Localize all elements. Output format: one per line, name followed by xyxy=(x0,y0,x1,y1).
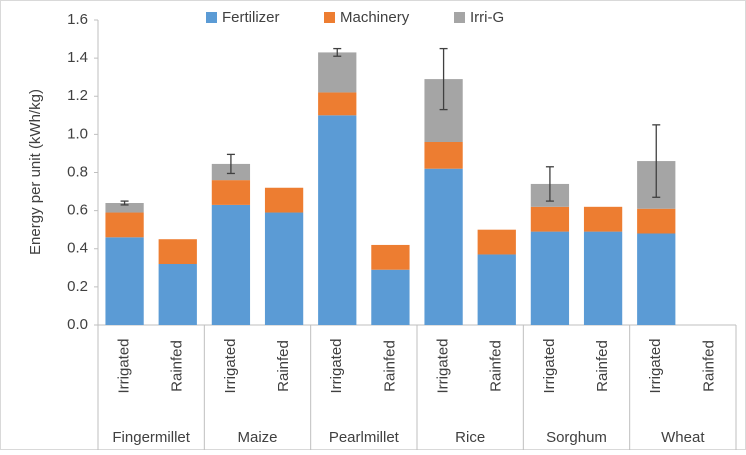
group-label: Fingermillet xyxy=(112,429,190,446)
bar-segment xyxy=(371,244,410,270)
y-tick-label: 0.6 xyxy=(67,202,88,219)
group-label: Pearlmillet xyxy=(329,429,400,446)
bar-segment xyxy=(318,115,357,325)
y-tick-label: 0.0 xyxy=(67,316,88,333)
group-label: Maize xyxy=(237,429,277,446)
legend-label: Fertilizer xyxy=(222,9,280,26)
bar-segment xyxy=(264,212,304,325)
bar-segment xyxy=(105,237,144,325)
bar-segment xyxy=(530,231,570,325)
x-tick-label: Rainfed xyxy=(488,340,505,392)
x-tick-label: Irrigated xyxy=(116,338,133,393)
y-tick-label: 1.4 xyxy=(67,49,88,66)
bar-segment xyxy=(318,92,357,116)
error-bar xyxy=(652,124,661,198)
bar-segment xyxy=(264,187,304,213)
y-tick-label: 1.2 xyxy=(67,87,88,104)
x-tick-label: Irrigated xyxy=(222,338,239,393)
error-bar xyxy=(333,47,342,57)
y-tick-label: 0.2 xyxy=(67,278,88,295)
x-tick-label: Rainfed xyxy=(381,340,398,392)
y-tick-label: 1.0 xyxy=(67,125,88,142)
x-tick-label: Irrigated xyxy=(435,338,452,393)
error-bar xyxy=(545,166,554,202)
bar-segment xyxy=(477,254,516,325)
y-tick-label: 0.8 xyxy=(67,163,88,180)
bar-segment xyxy=(371,269,410,325)
x-tick-label: Rainfed xyxy=(594,340,611,392)
bar-segment xyxy=(637,208,676,234)
group-label: Rice xyxy=(455,429,485,446)
bar-segment xyxy=(583,231,623,325)
x-tick-label: Rainfed xyxy=(275,340,292,392)
bar-segment xyxy=(211,180,251,205)
error-bar xyxy=(439,47,448,111)
bar-segment xyxy=(424,168,463,325)
y-axis-label: Energy per unit (kWh/kg) xyxy=(27,89,44,255)
x-tick-label: Irrigated xyxy=(647,338,664,393)
legend-swatch xyxy=(324,12,335,23)
bar-segment xyxy=(424,142,463,169)
legend-swatch xyxy=(206,12,217,23)
x-tick-label: Rainfed xyxy=(169,340,186,392)
error-bar xyxy=(226,153,235,175)
bar-segment xyxy=(530,206,570,232)
bar-segment xyxy=(637,233,676,325)
y-tick-label: 1.6 xyxy=(67,11,88,28)
bar-segment xyxy=(477,229,516,255)
error-bar xyxy=(120,200,129,206)
legend-label: Irri-G xyxy=(470,9,504,26)
bar-segment xyxy=(158,239,197,264)
bar-segment xyxy=(318,52,357,93)
bar-segment xyxy=(105,203,144,213)
bar-segment xyxy=(583,206,623,232)
bar-segment xyxy=(105,212,144,238)
x-tick-label: Irrigated xyxy=(328,338,345,393)
legend-swatch xyxy=(454,12,465,23)
bar-segment xyxy=(211,204,251,325)
group-label: Wheat xyxy=(661,429,705,446)
bar-segment xyxy=(158,264,197,325)
legend-label: Machinery xyxy=(340,9,410,26)
x-tick-label: Rainfed xyxy=(700,340,717,392)
x-tick-label: Irrigated xyxy=(541,338,558,393)
y-tick-label: 0.4 xyxy=(67,240,88,257)
group-label: Sorghum xyxy=(546,429,607,446)
